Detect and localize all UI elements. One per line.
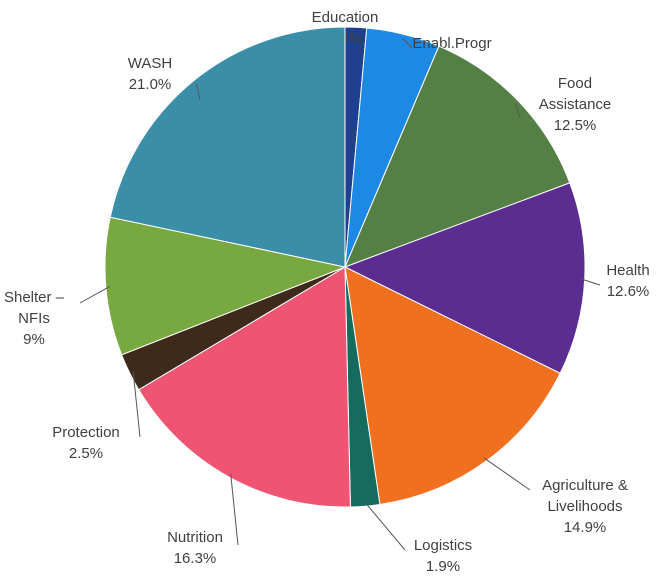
pie-slice [104, 216, 347, 356]
slice-label: Logistics [414, 537, 472, 554]
label-line: Health [606, 262, 649, 279]
slice-label: Enabl.Progr [412, 35, 491, 52]
label-line: Logistics [414, 537, 472, 554]
slice-label: Protection [52, 424, 120, 441]
leader-line [515, 103, 521, 119]
label-line: WASH [128, 55, 172, 72]
value-label: 1.9% [426, 558, 460, 575]
leader-line [132, 370, 141, 438]
slice-label: Agriculture & Livelihoods [542, 477, 628, 515]
leader-line [402, 37, 413, 49]
leader-line [79, 286, 111, 304]
pie-slice [138, 266, 351, 508]
slice-label: Health [606, 262, 649, 279]
pie-slice [343, 182, 586, 374]
label-line: Nutrition [167, 529, 223, 546]
slice-label: WASH [128, 55, 172, 72]
pie-slice [344, 266, 561, 506]
value-label: 9% [23, 331, 45, 348]
slice-label: Food Assistance [539, 75, 612, 113]
label-line: Education [312, 9, 379, 26]
slice-label: Shelter – NFIs [4, 289, 65, 327]
label-line: Enabl.Progr [412, 35, 491, 52]
label-line: Shelter – [4, 289, 65, 306]
leader-line [230, 473, 239, 546]
value-label: 12.5% [554, 117, 597, 134]
value-label: 12.6% [607, 283, 650, 300]
slice-label: Nutrition [167, 529, 223, 546]
label-line: Protection [52, 424, 120, 441]
label-line: Food [558, 75, 592, 92]
value-label: 16.3% [174, 550, 217, 567]
leader-line [483, 457, 531, 491]
pie-slice [109, 26, 346, 268]
label-line: Agriculture & [542, 477, 628, 494]
leader-line [580, 278, 601, 286]
leader-line [195, 83, 201, 101]
value-label: 21.0% [129, 76, 172, 93]
label-line: Livelihoods [547, 498, 622, 515]
leader-line [364, 501, 406, 551]
value-label: 14.9% [564, 519, 607, 536]
label-line: NFIs [18, 310, 50, 327]
value-label: 2.5% [69, 445, 103, 462]
pie-slice [344, 45, 571, 268]
slice-label: Education [312, 9, 379, 26]
label-line: Assistance [539, 96, 612, 113]
